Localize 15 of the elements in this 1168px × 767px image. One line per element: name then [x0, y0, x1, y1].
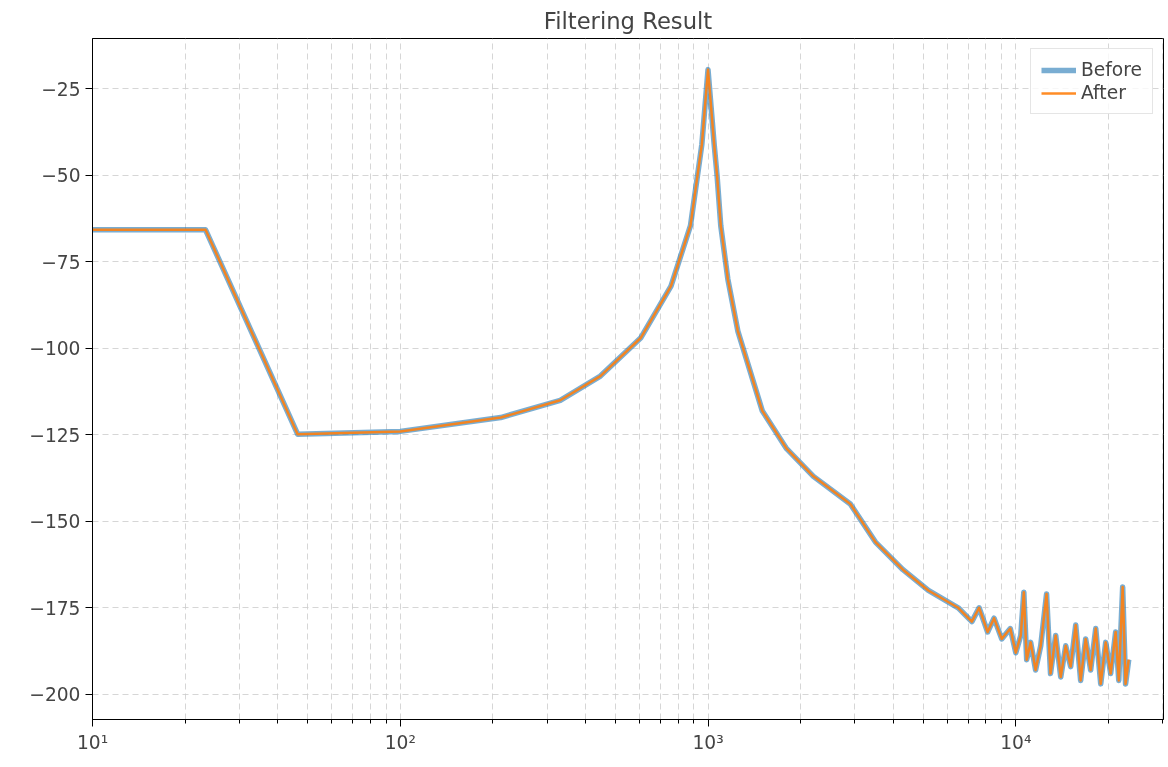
chart-title: Filtering Result	[543, 7, 713, 34]
y-tick-label: −150	[29, 511, 81, 533]
legend-label: Before	[1081, 59, 1142, 80]
y-tick-label: −125	[29, 424, 81, 446]
y-tick-label: −100	[29, 338, 81, 360]
x-tick-label: 10²	[384, 731, 416, 753]
y-tick-label: −50	[41, 165, 81, 187]
x-tick-label: 10⁴	[1000, 731, 1032, 753]
y-tick-label: −200	[29, 684, 81, 706]
x-tick-label: 10¹	[76, 731, 109, 753]
y-tick-label: −25	[41, 79, 81, 100]
legend-label: After	[1081, 82, 1126, 103]
x-tick-label: 10³	[692, 731, 724, 753]
y-tick-label: −75	[41, 251, 81, 273]
y-tick-label: −175	[29, 597, 81, 619]
